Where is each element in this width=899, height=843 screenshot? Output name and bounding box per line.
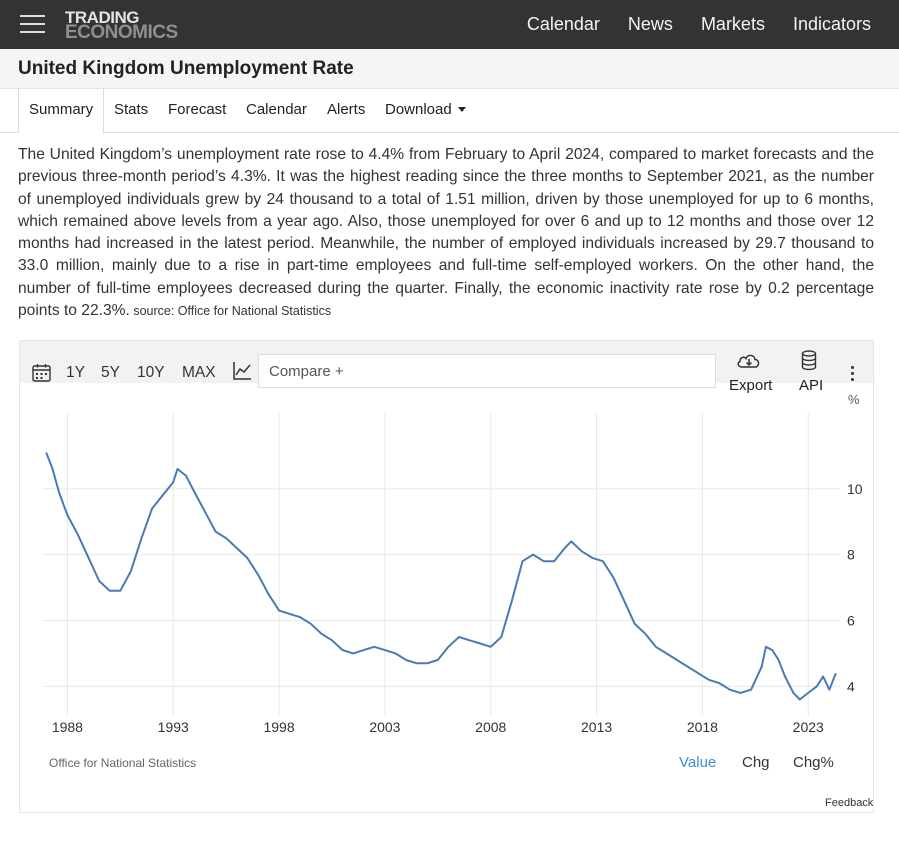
tab-forecast[interactable]: Forecast	[168, 101, 227, 118]
page-title: United Kingdom Unemployment Rate	[18, 58, 354, 79]
more-vertical-icon[interactable]	[851, 366, 855, 382]
x-tick-label: 1993	[158, 719, 189, 733]
chart-source: Office for National Statistics	[49, 756, 197, 770]
tab-alerts[interactable]: Alerts	[327, 101, 366, 118]
calendar-icon[interactable]	[32, 363, 51, 382]
summary-paragraph: The United Kingdom’s unemployment rate r…	[18, 144, 874, 322]
nav-calendar[interactable]: Calendar	[526, 14, 600, 34]
x-tick-label: 2023	[793, 719, 824, 733]
range-max-button[interactable]: MAX	[182, 364, 216, 381]
y-tick-label: 8	[847, 547, 855, 563]
tab-download[interactable]: Download	[385, 89, 466, 133]
export-label[interactable]: Export	[729, 377, 773, 394]
x-tick-label: 1998	[263, 719, 294, 733]
y-tick-label: 6	[847, 612, 855, 628]
unemployment-line-chart: 1988 1993 1998 2003 2008 2013 2018 2023 4 6 8 10%	[42, 392, 863, 733]
y-unit-label: %	[848, 392, 860, 407]
hamburger-menu-icon[interactable]	[20, 15, 45, 35]
tab-calendar[interactable]: Calendar	[246, 101, 307, 118]
compare-input[interactable]: Compare +	[258, 354, 716, 388]
x-tick-label: 2003	[369, 719, 400, 733]
view-value-tab[interactable]: Value	[679, 754, 717, 771]
range-1y-button[interactable]: 1Y	[66, 364, 85, 381]
nav-news[interactable]: News	[627, 14, 673, 34]
top-nav-links: Calendar News Markets Indicators	[499, 0, 871, 49]
site-logo[interactable]: TRADING ECONOMICS	[65, 8, 178, 43]
indicator-tabs: Summary Stats Forecast Calendar Alerts D…	[0, 89, 899, 134]
summary-text: The United Kingdom’s unemployment rate r…	[18, 146, 874, 320]
caret-down-icon	[457, 106, 466, 112]
database-icon[interactable]	[801, 350, 817, 371]
tab-summary[interactable]: Summary	[18, 89, 105, 134]
y-tick-label: 4	[847, 678, 855, 694]
chart-panel: 1Y 5Y 10Y MAX Compare + Export API 1988 1…	[19, 340, 874, 813]
api-label[interactable]: API	[799, 377, 824, 394]
x-tick-label: 1988	[52, 719, 83, 733]
view-chg-tab[interactable]: Chg	[742, 754, 770, 771]
x-tick-label: 2008	[475, 719, 506, 733]
tab-stats[interactable]: Stats	[114, 101, 149, 118]
nav-indicators[interactable]: Indicators	[792, 14, 871, 34]
tab-download-label: Download	[385, 101, 452, 118]
feedback-link[interactable]: Feedback	[825, 797, 874, 809]
range-10y-button[interactable]: 10Y	[137, 364, 165, 381]
title-bar: United Kingdom Unemployment Rate	[0, 49, 899, 89]
logo-line-1: TRADING	[65, 8, 139, 27]
summary-source: source: Office for National Statistics	[129, 304, 332, 319]
y-tick-label: 10	[847, 481, 863, 497]
cloud-download-icon[interactable]	[736, 351, 762, 371]
unemployment-series-line	[45, 452, 837, 701]
view-chg-pct-tab[interactable]: Chg%	[793, 754, 834, 771]
top-navbar: TRADING ECONOMICS Calendar News Markets …	[0, 0, 899, 49]
range-5y-button[interactable]: 5Y	[101, 364, 120, 381]
x-tick-label: 2013	[581, 719, 612, 733]
x-tick-label: 2018	[687, 719, 718, 733]
line-chart-icon[interactable]	[232, 361, 252, 381]
logo-line-2: ECONOMICS	[65, 22, 178, 43]
nav-markets[interactable]: Markets	[700, 14, 765, 34]
